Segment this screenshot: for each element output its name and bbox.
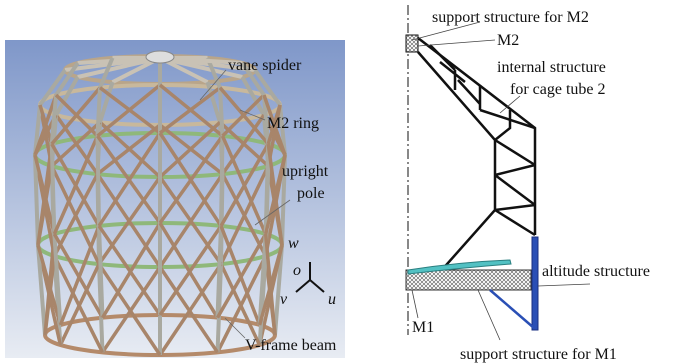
label: V-frame beam [245, 337, 337, 354]
axis-label: v [280, 291, 288, 308]
label: vane spider [228, 57, 302, 74]
figure: vane spider M2 ring upright pole V-frame… [0, 0, 685, 363]
cage-member [98, 136, 100, 226]
label: support structure for M1 [460, 346, 617, 363]
label: upright [282, 163, 329, 180]
label: internal structure [497, 59, 606, 76]
label: M2 ring [267, 115, 319, 132]
label: M2 [497, 32, 519, 49]
cage-member [52, 144, 55, 234]
label: support structure for M2 [432, 9, 589, 26]
label: for cage tube 2 [510, 81, 606, 98]
axis-label: o [293, 262, 301, 279]
m1-support [406, 270, 531, 290]
m1-support-strut [490, 290, 534, 328]
axis-label: u [328, 291, 336, 308]
cage-member [221, 136, 223, 226]
label: M1 [412, 319, 434, 336]
label: pole [297, 185, 325, 202]
axis-label: w [288, 235, 299, 252]
cage-member [98, 88, 101, 136]
m2-support [406, 35, 418, 52]
label: altitude structure [542, 263, 650, 280]
cage-member [146, 51, 174, 63]
cage-member [220, 88, 223, 136]
altitude-structure [532, 237, 538, 330]
